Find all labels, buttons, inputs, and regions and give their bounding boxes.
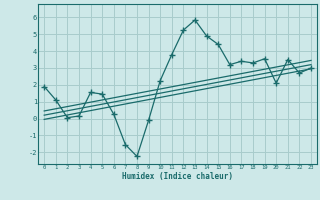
X-axis label: Humidex (Indice chaleur): Humidex (Indice chaleur): [122, 172, 233, 181]
